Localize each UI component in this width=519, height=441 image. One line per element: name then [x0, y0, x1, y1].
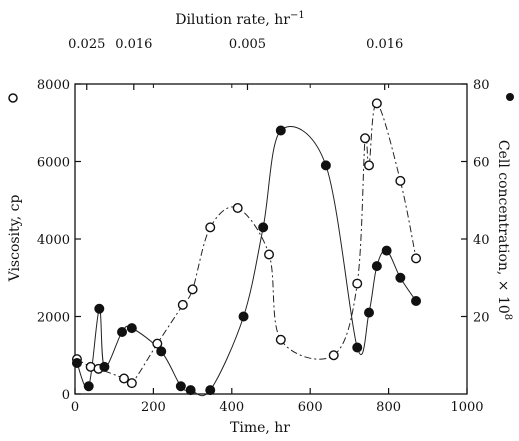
cell-concentration-point: [71, 358, 82, 369]
right-axis-filled-circle-legend: [506, 93, 514, 101]
top-tick-label: 0.016: [366, 37, 403, 52]
left-y-tick-label: 4000: [37, 233, 70, 248]
cell-concentration-point: [320, 160, 331, 171]
x-tick-label: 0: [71, 400, 79, 415]
top-axis-title: Dilution rate, hr−1: [175, 10, 305, 28]
x-tick-label: 400: [219, 400, 244, 415]
viscosity-point: [364, 160, 375, 171]
right-y-tick-label: 60: [473, 156, 490, 171]
plot-frame: [74, 83, 468, 395]
ticks: 0 200 400 600 800 1000 0 2000 4000 6000 8000 20 40 60…: [37, 37, 490, 415]
left-y-tick-label: 2000: [37, 311, 70, 326]
cell-concentration-point: [371, 261, 382, 272]
viscosity-point: [205, 222, 216, 233]
left-y-tick-label: 0: [62, 388, 70, 403]
x-tick-label: 600: [298, 400, 323, 415]
right-axis-title: Cell concentration, × 108: [495, 140, 513, 320]
viscosity-point: [395, 175, 406, 186]
cell-concentration-point: [258, 222, 269, 233]
cell-concentration-point: [381, 245, 392, 256]
data-points: [71, 98, 422, 396]
cell-concentration-point: [185, 385, 196, 396]
cell-concentration-point: [411, 296, 422, 307]
cell-concentration-point: [99, 361, 110, 372]
viscosity-point: [177, 299, 188, 310]
cell-concentration-point: [275, 125, 286, 136]
cell-concentration-point: [117, 327, 128, 338]
cell-concentration-point: [205, 385, 216, 396]
viscosity-point: [371, 98, 382, 109]
x-tick-label: 1000: [450, 400, 483, 415]
cell-concentration-point: [395, 272, 406, 283]
curves: [76, 102, 417, 397]
cell-concentration-point: [156, 346, 167, 357]
top-tick-label: 0.005: [229, 37, 266, 52]
viscosity-point: [118, 373, 129, 384]
x-tick-label: 200: [141, 400, 166, 415]
cell-concentration-point: [94, 303, 105, 314]
left-axis-open-circle-legend: [8, 93, 18, 103]
top-tick-label: 0.025: [68, 37, 105, 52]
right-y-tick-label: 40: [473, 233, 490, 248]
cell-concentration-point: [364, 307, 375, 318]
cell-concentration-point: [352, 342, 363, 353]
viscosity-point: [187, 284, 198, 295]
cell-concentration-point: [83, 381, 94, 392]
viscosity-point: [360, 133, 371, 144]
cell-concentration-point: [238, 311, 249, 322]
left-y-tick-label: 6000: [37, 156, 70, 171]
right-y-tick-label: 80: [473, 78, 490, 93]
x-axis-title: Time, hr: [230, 420, 290, 436]
cell-concentration-point: [126, 323, 137, 334]
right-y-tick-label: 20: [473, 311, 490, 326]
viscosity-point: [264, 249, 275, 260]
viscosity-point: [275, 334, 286, 345]
left-axis-title: Viscosity, cp: [7, 195, 23, 283]
viscosity-point: [328, 350, 339, 361]
viscosity-point: [152, 338, 163, 349]
cell-concentration-point: [175, 381, 186, 392]
viscosity-point: [352, 278, 363, 289]
viscosity-point: [411, 253, 422, 264]
viscosity-point: [126, 378, 137, 389]
left-y-tick-label: 8000: [37, 78, 70, 93]
x-tick-label: 800: [376, 400, 401, 415]
plot-border: [74, 83, 468, 395]
viscosity-point: [232, 202, 243, 213]
top-tick-label: 0.016: [115, 37, 152, 52]
